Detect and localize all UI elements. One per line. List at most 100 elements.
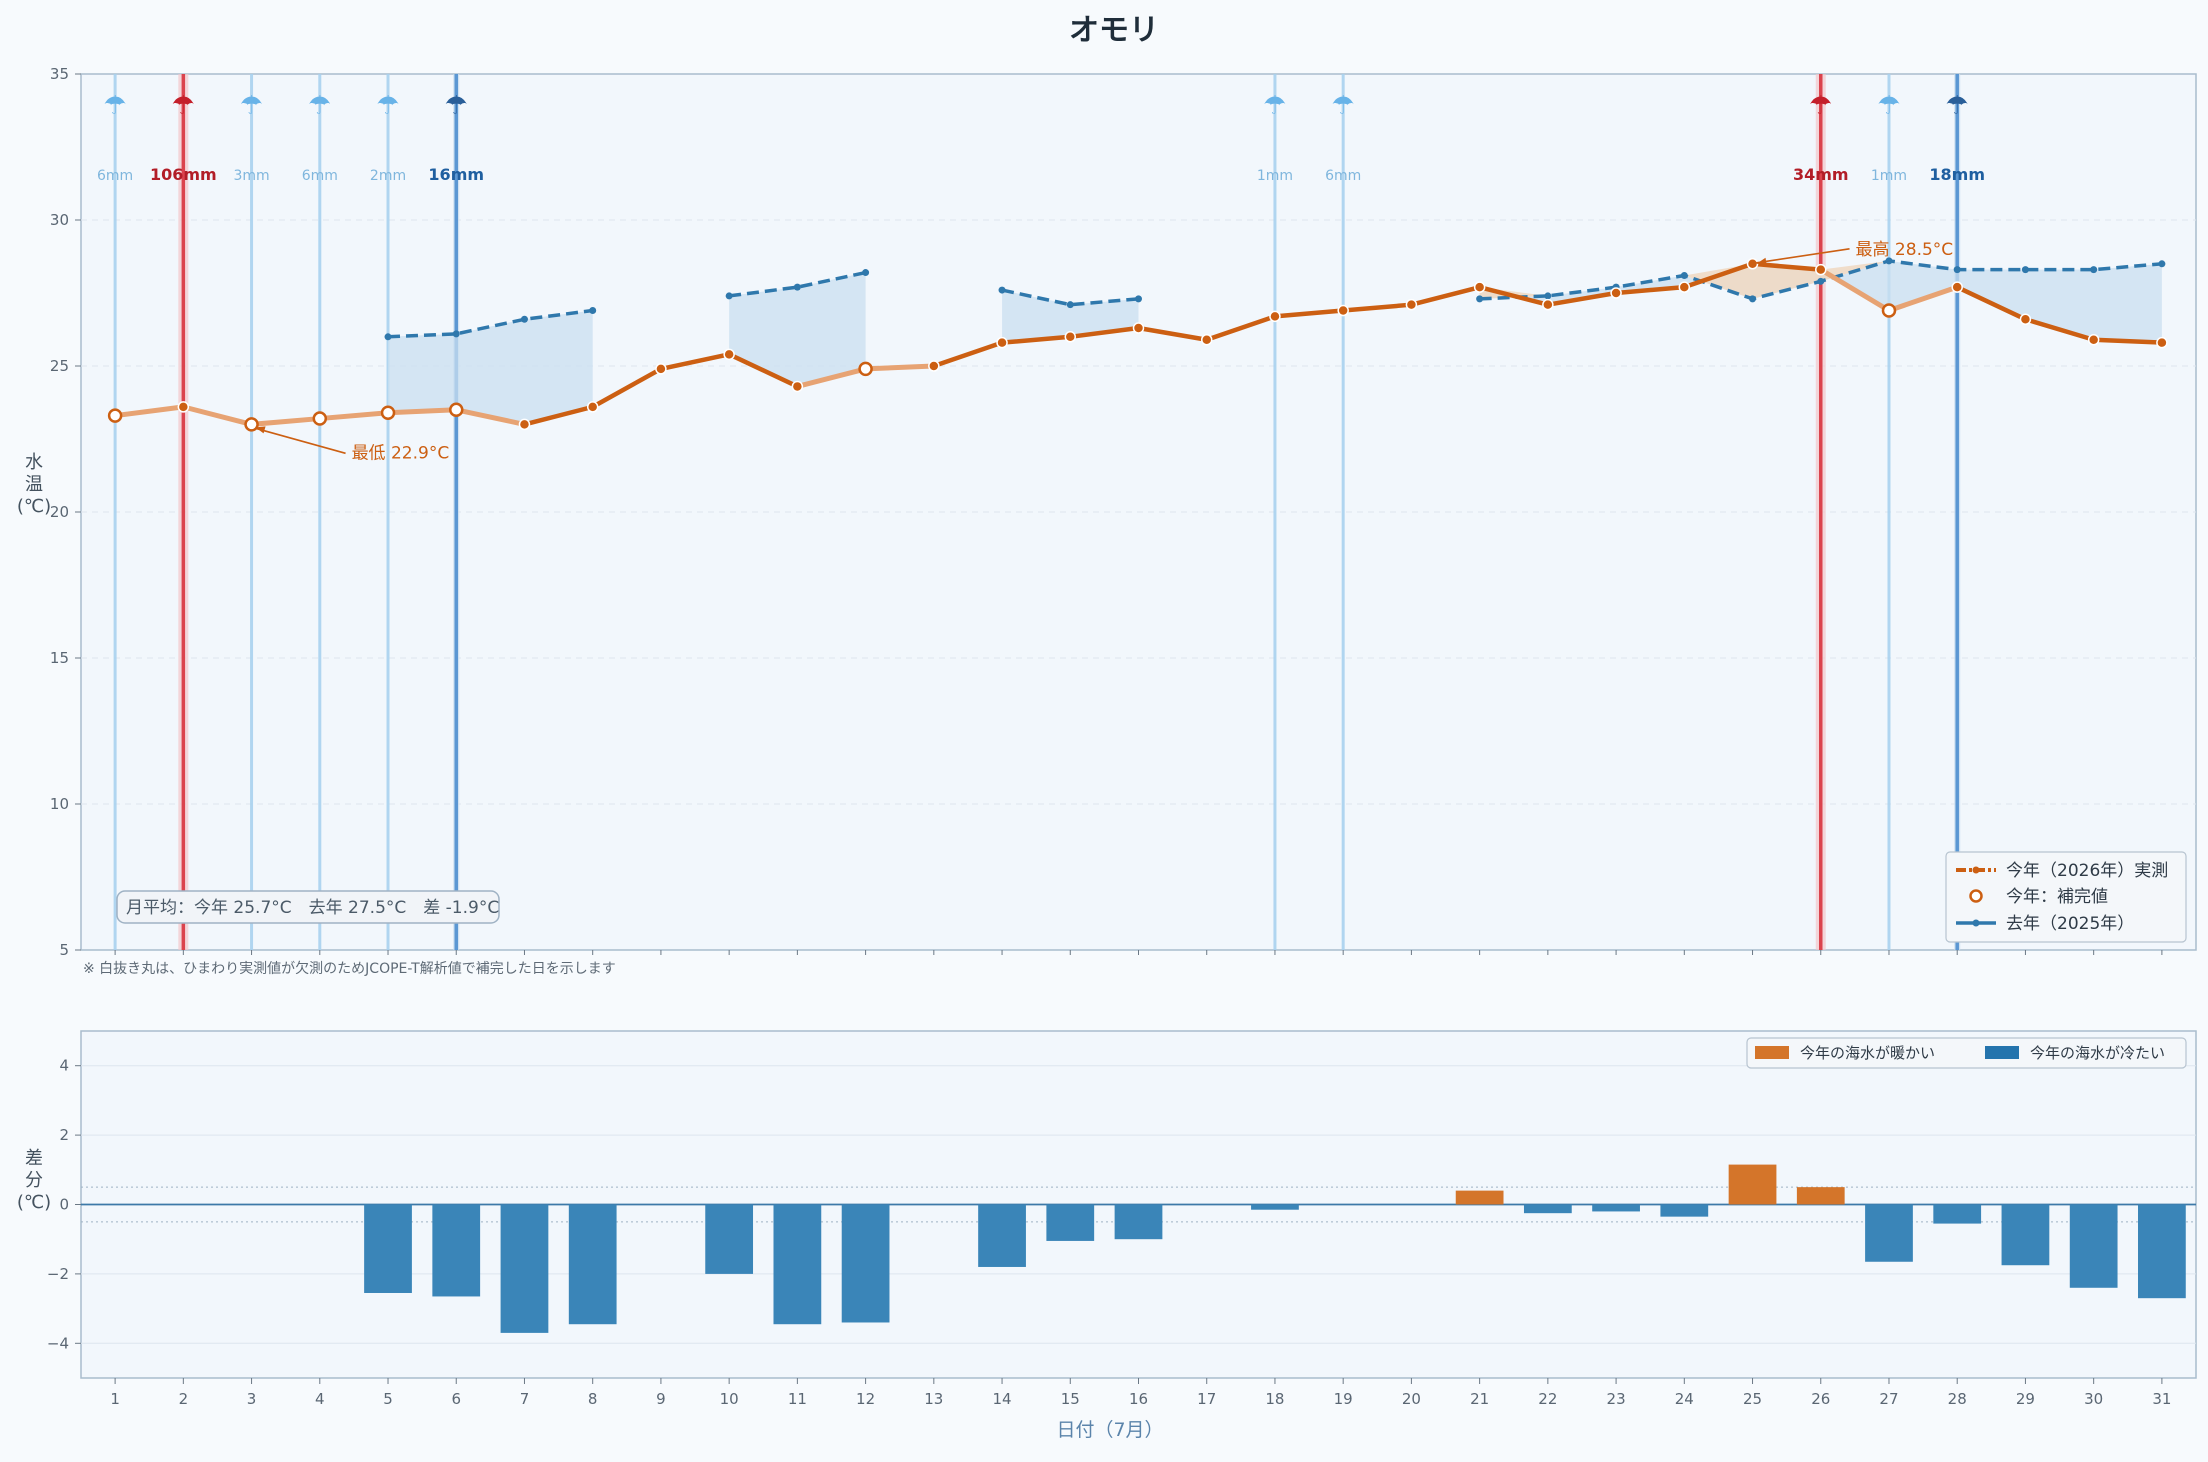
umbrella-icon: ☂ [240, 91, 263, 121]
x-tick-label: 26 [1811, 1390, 1830, 1408]
umbrella-icon: ☂ [172, 91, 195, 121]
month-average-text: 月平均：今年 25.7°C 去年 27.5°C 差 -1.9°C [126, 898, 499, 918]
annotation-arrow [1756, 248, 1850, 264]
bottom-y-axis: −4 −2 0 2 4 [47, 1057, 81, 1352]
this-year-point [1473, 281, 1486, 293]
x-tick-label: 28 [1948, 1390, 1967, 1408]
this-year-point [1610, 287, 1622, 299]
this-year-imputed-point [380, 405, 396, 420]
last-year-point [793, 283, 801, 291]
bar-cool [1933, 1204, 1982, 1224]
bar-cool [2069, 1204, 2118, 1288]
legend-marker-imputed [1969, 889, 1983, 903]
rain-amount-label: 1mm [1257, 168, 1293, 184]
x-tick-label: 23 [1607, 1390, 1626, 1408]
legend-swatch-cool [1985, 1046, 2019, 1059]
this-year-segment [249, 416, 323, 427]
bottom-y-tick-label: 2 [59, 1126, 69, 1144]
bar-cool [1865, 1204, 1913, 1262]
this-year-segment [658, 352, 732, 372]
x-axis: 1 2 3 4 5 6 7 8 9 10 11 12 13 14 15 16 17 18 19 20 21 22 23 24 2… [110, 950, 2171, 1408]
x-tick-label: 3 [247, 1390, 257, 1408]
bar-cool [841, 1204, 890, 1323]
umbrella-icon: ☂ [376, 91, 399, 121]
umbrella-icon: ☂ [1263, 91, 1286, 121]
cool-difference-area [388, 310, 593, 425]
legend-swatch-warm [1755, 1046, 1789, 1059]
bar-cool [1523, 1204, 1572, 1214]
this-year-point [996, 336, 1008, 349]
top-y-tick-label: 25 [50, 357, 69, 375]
legend-label-imputed: 今年：補完値 [2006, 887, 2108, 907]
this-year-segment [453, 407, 527, 427]
rain-amount-label: 3mm [233, 168, 269, 184]
x-tick-label: 1 [110, 1390, 120, 1408]
this-year-segment [1886, 284, 1960, 314]
bar-cool [568, 1204, 617, 1325]
bottom-y-tick-label: 4 [59, 1057, 69, 1075]
x-tick-label: 2 [179, 1390, 189, 1408]
this-year-segment [863, 363, 937, 372]
bar-cool [1251, 1204, 1299, 1210]
x-tick-label: 31 [2152, 1390, 2171, 1408]
difference-bars [364, 1164, 2186, 1333]
annotation-arrow [255, 427, 346, 455]
this-year-point [1337, 304, 1349, 317]
top-y-axis-label: 水温(℃) [17, 452, 51, 517]
bar-cool [432, 1204, 481, 1297]
this-year-segment [1340, 302, 1414, 313]
x-tick-label: 30 [2084, 1390, 2103, 1408]
umbrella-icon: ☂ [1877, 91, 1900, 121]
this-year-segment [2023, 317, 2096, 342]
annotation-arrowhead [255, 426, 266, 434]
this-year-segment [1409, 284, 1482, 307]
this-year-segment [317, 410, 391, 422]
this-year-segment [112, 404, 186, 419]
series-last-year [384, 257, 2166, 341]
this-year-segment [385, 407, 459, 416]
rain-amount-label: 34mm [1793, 165, 1849, 184]
this-year-imputed-point [312, 411, 328, 426]
x-tick-label: 13 [924, 1390, 943, 1408]
bar-cool [2138, 1204, 2186, 1299]
this-year-segment [590, 366, 664, 410]
last-year-point [725, 292, 733, 300]
this-year-imputed-point [107, 408, 123, 423]
this-year-point [723, 348, 735, 361]
x-tick-label: 18 [1265, 1390, 1284, 1408]
last-year-point [1680, 271, 1688, 279]
x-tick-label: 24 [1675, 1390, 1694, 1408]
x-tick-label: 14 [993, 1390, 1012, 1408]
this-year-point [2087, 333, 2100, 346]
legend-label-warm: 今年の海水が暖かい [1800, 1044, 1935, 1062]
this-year-segment [522, 404, 595, 427]
rain-amount-label: 106mm [150, 165, 217, 184]
top-y-axis: 5 10 15 20 25 30 35 [50, 65, 81, 959]
annotation-label: 最低 22.9°C [352, 443, 450, 463]
x-tick-label: 27 [1879, 1390, 1898, 1408]
x-tick-label: 9 [656, 1390, 666, 1408]
x-tick-label: 5 [383, 1390, 393, 1408]
this-year-segment [1750, 261, 1824, 272]
this-year-point [1132, 322, 1145, 334]
rain-amount-label: 1mm [1871, 168, 1907, 184]
cool-difference-area [729, 272, 866, 387]
this-year-point [2019, 313, 2032, 326]
rain-markers: ☂ 6mm ☂ 106mm ☂ 3mm ☂ 6mm ☂ 2mm ☂ 16mm ☂ 1mm ☂ 6mm ☂ 34mm… [97, 74, 1985, 950]
top-y-tick-label: 30 [50, 211, 69, 229]
this-year-segment [999, 334, 1073, 345]
top-y-tick-label: 20 [50, 503, 69, 521]
annotation-arrowhead [1756, 257, 1767, 265]
this-year-point [2156, 336, 2168, 349]
this-year-segment [1818, 267, 1892, 314]
x-axis-label: 日付（7月） [1056, 1419, 1163, 1441]
umbrella-icon: ☂ [1332, 91, 1355, 121]
x-tick-label: 6 [451, 1390, 461, 1408]
last-year-point [384, 333, 392, 341]
legend-marker-this-year [1972, 866, 1980, 874]
rain-amount-label: 16mm [428, 165, 484, 184]
last-year-point [1817, 277, 1825, 285]
top-legend-frame [1945, 851, 2187, 943]
bar-warm [1455, 1190, 1504, 1205]
